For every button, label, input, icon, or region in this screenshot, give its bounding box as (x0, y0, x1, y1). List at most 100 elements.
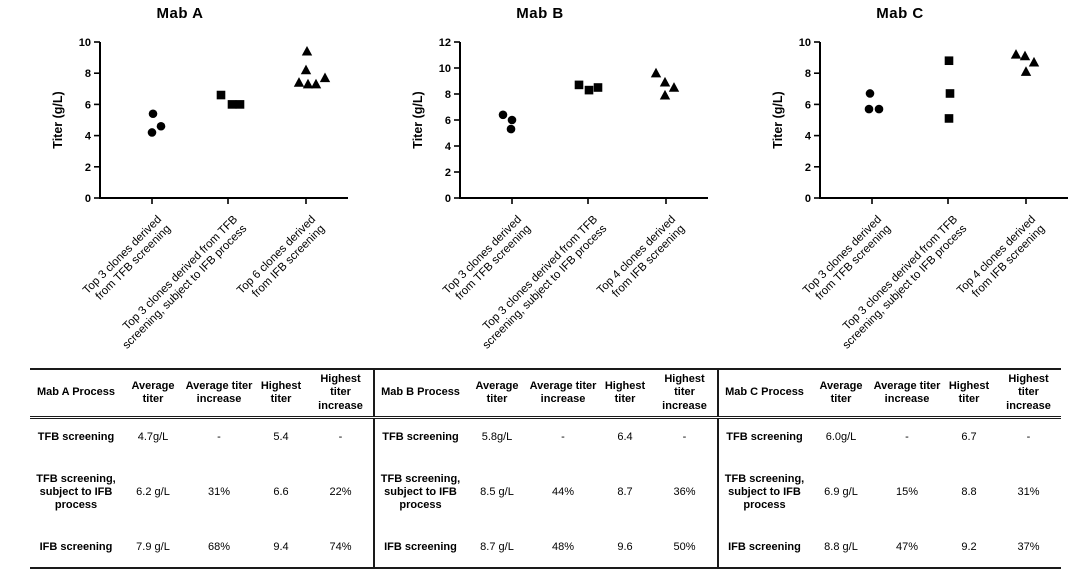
process-cell: TFB screening, subject to IFB process (380, 472, 461, 512)
table-row: TFB screening 6.0g/L - 6.7 - (718, 418, 1061, 456)
data-point-square (235, 100, 245, 109)
value-cell: 15% (895, 485, 919, 498)
scatter-plot: 0 2 4 6 8 10 12 Titer (g/L) Top 3 clones derived… (411, 37, 708, 352)
value-cell: 6.0g/L (825, 430, 857, 443)
data-point-triangle (1028, 56, 1040, 67)
value-cell: 6.4 (617, 430, 633, 443)
y-tick-label: 2 (445, 167, 451, 179)
data-point-triangle (300, 64, 312, 75)
table-header-cell: Highest titer increase (652, 369, 717, 419)
value-cell: 44% (551, 485, 575, 498)
table-header-row: Mab B Process Average titer Average titer … (374, 369, 717, 419)
value-cell: - (1026, 430, 1031, 443)
x-category-label: Top 3 clones derived from TFBscreening, … (471, 213, 609, 351)
value-cell: 50% (673, 541, 696, 554)
y-tick-label: 0 (85, 193, 91, 205)
value-cell: - (338, 430, 343, 443)
data-point-square (574, 80, 584, 90)
table-header-cell: Highest titer increase (996, 369, 1061, 419)
data-point-triangle (650, 67, 662, 78)
data-point-square (944, 114, 954, 123)
data-point-circle (498, 110, 508, 120)
value-cell: 6.6 (273, 485, 289, 498)
value-cell: - (561, 430, 565, 443)
data-point-triangle (310, 78, 322, 89)
process-cell: TFB screening, subject to IFB process (724, 472, 805, 512)
value-cell: 9.4 (273, 541, 289, 554)
data-point-circle (864, 104, 874, 114)
value-cell: 36% (673, 485, 696, 498)
data-point-triangle (293, 77, 305, 87)
data-point-circle (506, 124, 516, 134)
data-point-triangle (301, 45, 313, 56)
table-header-row: Mab A Process Average titer Average titer … (30, 369, 373, 419)
chart-title: Mab B (516, 5, 564, 22)
process-table-mab-b: Mab B Process Average titer Average titer … (373, 368, 717, 569)
value-cell: 6.9 g/L (824, 485, 858, 498)
axis-lines (99, 42, 348, 199)
y-tick-label: 2 (805, 162, 811, 174)
data-point-triangle (659, 89, 671, 100)
value-cell: 31% (207, 485, 231, 498)
data-point-square (944, 56, 954, 66)
x-category-label: Top 6 clones derivedfrom IFB screening (235, 214, 327, 306)
y-tick-label: 4 (85, 131, 92, 143)
value-cell: 7.9 g/L (136, 541, 170, 554)
value-cell: 9.6 (617, 541, 633, 554)
data-point-circle (147, 128, 157, 137)
value-cell: - (682, 430, 687, 443)
data-point-triangle (319, 72, 331, 83)
table-header-cell: Average titer increase (872, 369, 942, 419)
data-point-triangle (1010, 49, 1022, 59)
value-cell: 8.5 g/L (480, 485, 514, 498)
value-cell: 31% (1017, 485, 1040, 498)
chart-title: Mab C (876, 5, 924, 22)
data-point-square (593, 83, 603, 92)
x-category-label: Top 4 clones derivedfrom IFB screening (955, 214, 1047, 306)
data-point-square (945, 89, 955, 98)
table-row: TFB screening 5.8g/L - 6.4 - (374, 418, 717, 456)
data-point-square (584, 85, 594, 95)
value-cell: 37% (1017, 541, 1040, 554)
charts-row: Mab A 0 2 4 6 8 10 Titer (g/L) Top 3 clones deri… (51, 0, 1080, 362)
value-cell: 9.2 (961, 541, 977, 554)
data-point-square (227, 100, 237, 109)
value-cell: 22% (329, 485, 352, 498)
value-cell: 8.7 (617, 485, 633, 498)
y-tick-label: 2 (85, 162, 91, 174)
y-tick-label: 10 (439, 63, 451, 75)
data-point-triangle (1019, 50, 1031, 61)
value-cell: 47% (895, 541, 919, 554)
table-header-cell: Average titer (122, 369, 184, 419)
value-cell: - (905, 430, 909, 443)
table-header-cell: Average titer increase (184, 369, 254, 419)
table-row: IFB screening 8.8 g/L 47% 9.2 37% (718, 530, 1061, 568)
process-table-mab-c: Mab C Process Average titer Average titer … (717, 368, 1061, 569)
table-header-cell: Highest titer (942, 369, 996, 419)
table-row: IFB screening 8.7 g/L 48% 9.6 50% (374, 530, 717, 568)
value-cell: - (217, 430, 221, 443)
chart-panel-mab-c: Mab C 0 2 4 6 8 10 Titer (g/L) Top 3 clones deri… (720, 0, 1080, 362)
x-category-label: Top 3 clones derived from TFBscreening, … (831, 213, 969, 351)
data-point-triangle (1020, 66, 1032, 76)
value-cell: 5.8g/L (481, 430, 513, 443)
axis-lines (459, 42, 708, 199)
process-cell: TFB screening, subject to IFB process (36, 472, 116, 512)
table-header-cell: Highest titer increase (308, 369, 373, 419)
table-row: IFB screening 7.9 g/L 68% 9.4 74% (30, 530, 373, 568)
y-tick-label: 12 (439, 37, 451, 49)
process-cell: IFB screening (39, 541, 113, 554)
value-cell: 74% (329, 541, 352, 554)
y-tick-label: 10 (799, 37, 811, 49)
data-point-triangle (659, 76, 671, 87)
data-point-circle (148, 109, 158, 119)
y-axis-label: Titer (g/L) (411, 91, 425, 148)
process-cell: TFB screening (726, 430, 803, 443)
value-cell: 48% (551, 541, 575, 554)
value-cell: 8.7 g/L (480, 541, 514, 554)
data-point-circle (507, 115, 517, 125)
table-row: TFB screening 4.7g/L - 5.4 - (30, 418, 373, 456)
data-point-circle (865, 89, 875, 98)
